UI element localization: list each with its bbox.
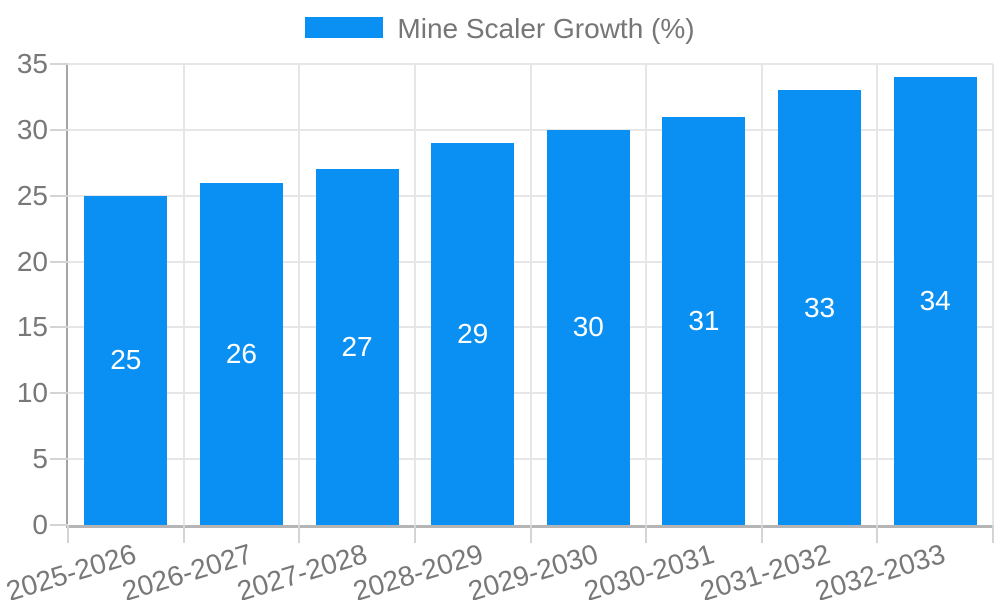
y-axis-tick-mark (50, 260, 68, 263)
plot-area: 0 5 10 15 20 25 30 35 25 2025-2026 26 2026-2027 27 20… (2, 49, 994, 600)
bar-value-label: 25 (110, 344, 142, 376)
x-axis-tick-label: 2027-2028 (233, 538, 371, 600)
bar-value-label: 34 (919, 285, 951, 317)
y-axis-tick-mark (50, 524, 68, 526)
y-axis-line (66, 64, 68, 527)
bar[interactable]: 29 (431, 143, 515, 525)
gridline-vertical (413, 64, 416, 525)
bar[interactable]: 30 (546, 129, 630, 525)
bar[interactable]: 25 (84, 195, 168, 525)
y-axis-tick-label: 5 (32, 443, 48, 475)
x-axis-tick-label: 2026-2027 (118, 538, 256, 600)
x-axis-tick-label: 2032-2033 (811, 538, 949, 600)
y-axis-tick-label: 35 (16, 48, 48, 79)
x-axis-tick-mark (182, 525, 185, 543)
y-axis-tick-label: 20 (16, 245, 48, 277)
bar-value-label: 33 (803, 291, 836, 323)
y-axis-tick-label: 30 (16, 113, 48, 145)
x-axis-tick-mark (413, 525, 416, 543)
bar-value-label: 30 (572, 311, 604, 343)
x-axis-tick-mark (529, 525, 532, 543)
x-axis-tick-label: 2031-2032 (696, 538, 834, 600)
x-axis-tick-mark (992, 525, 994, 543)
x-axis-tick-label: 2029-2030 (464, 538, 603, 600)
gridline-vertical (182, 64, 185, 525)
x-axis-tick-mark (876, 525, 879, 543)
legend-label: Mine Scaler Growth (%) (397, 12, 695, 44)
y-axis-tick-mark (50, 458, 68, 461)
gridline-vertical (992, 64, 994, 525)
x-axis-tick-mark (67, 525, 69, 543)
x-axis-tick-mark (645, 525, 648, 543)
bar[interactable]: 26 (199, 182, 283, 525)
bar-value-label: 27 (341, 331, 373, 363)
y-axis-tick-label: 25 (16, 179, 48, 211)
y-axis-tick-mark (50, 392, 68, 395)
bar[interactable]: 31 (662, 116, 746, 525)
bar-value-label: 29 (457, 318, 489, 350)
y-axis-tick-mark (50, 63, 68, 65)
legend-item[interactable]: Mine Scaler Growth (%) (305, 12, 695, 44)
gridline-vertical (298, 64, 301, 525)
gridline-vertical (876, 64, 879, 525)
bar-value-label: 26 (225, 337, 258, 369)
x-axis-tick-label: 2025-2026 (2, 538, 140, 600)
y-axis-tick-mark (50, 128, 68, 131)
x-axis-tick-mark (298, 525, 301, 543)
y-axis-tick-label: 10 (16, 377, 48, 409)
bar[interactable]: 34 (893, 77, 977, 525)
bar[interactable]: 33 (778, 90, 862, 525)
x-axis-tick-label: 2030-2031 (580, 538, 718, 600)
legend-swatch-icon (305, 17, 384, 38)
gridline-vertical (529, 64, 532, 525)
x-axis-tick-label: 2028-2029 (349, 538, 487, 600)
y-axis-tick-mark (50, 326, 68, 329)
bar-value-label: 31 (688, 304, 720, 336)
y-axis-tick-mark (50, 194, 68, 197)
legend: Mine Scaler Growth (%) (0, 0, 1000, 55)
gridline-vertical (760, 64, 763, 525)
y-axis-tick-label: 0 (32, 509, 48, 540)
y-axis-tick-label: 15 (16, 311, 48, 343)
gridline-vertical (645, 64, 648, 525)
x-axis-tick-mark (760, 525, 763, 543)
bar[interactable]: 27 (315, 169, 399, 525)
